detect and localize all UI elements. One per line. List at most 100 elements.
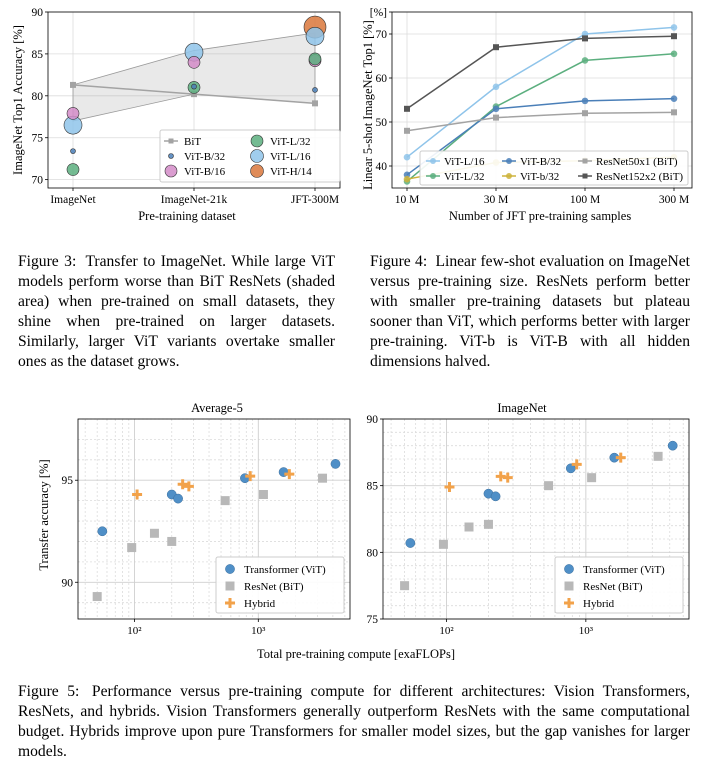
fig4-series-vit-b-32-line: [406, 97, 675, 176]
fig5a-transformer-vit-point: [97, 526, 108, 537]
fig5b-ytick-label: 90: [367, 414, 379, 426]
figure-3-caption-label: Figure 3:: [18, 253, 77, 270]
figure-3-caption-text: Transfer to ImageNet. While large ViT mo…: [18, 253, 335, 370]
fig4-legend-box: [419, 150, 689, 186]
fig5b-legend-hybrid-label: Hybrid: [583, 598, 615, 610]
fig3-legend-box: [159, 129, 341, 183]
fig4-series-resnet152x2-bit-point: [671, 33, 677, 40]
fig3-bit-point: [312, 100, 318, 107]
fig4-xlabel: Number of JFT pre-training samples: [449, 209, 632, 223]
fig5a-resnet-bit-point: [92, 592, 102, 602]
fig5a-hybrid-point: [183, 481, 194, 492]
fig4-series-vit-b-32-point: [403, 175, 411, 183]
fig3-ytick-label: 70: [32, 175, 44, 187]
fig5b-hybrid-point: [502, 472, 513, 483]
fig4-legend-vit-l-32-label: ViT-L/32: [444, 171, 485, 183]
fig4-legend-vit-b-32-marker: [506, 173, 512, 179]
fig5a-transformer-vit-point: [330, 459, 341, 469]
fig5a-legend-hybrid-marker: [225, 598, 235, 608]
fig3-legend-bit-label: BiT: [184, 136, 201, 148]
fig5b-ytick-label: 75: [367, 614, 379, 626]
fig5b-legend-resnet-bit-label: ResNet (BiT): [583, 581, 643, 593]
fig5a-resnet-bit-point: [258, 490, 268, 500]
figure-4-caption-label: Figure 4:: [370, 253, 428, 270]
fig5a-resnet-bit-point: [127, 543, 137, 553]
fig3-legend-vit-l-32-label: ViT-L/32: [270, 136, 311, 148]
fig4-ylabel: Linear 5-shot ImageNet Top1 [%]: [361, 20, 375, 190]
fig5a-plot-frame: [77, 418, 351, 620]
fig4-series-resnet50x1-bit-point: [404, 127, 410, 134]
fig5a-hybrid-point: [245, 471, 256, 482]
fig4-series-vit-l-32-line: [406, 53, 675, 182]
figure-5-caption-text: Performance versus pre-training compute …: [18, 683, 690, 760]
fig4-plot-frame: [391, 11, 693, 189]
fig4-series-resnet50x1-bit-point: [493, 114, 499, 121]
fig3-xlabel: Pre-training dataset: [138, 209, 236, 223]
fig3-legend-vit-b-32-marker: [168, 153, 174, 159]
fig4-series-resnet152x2-bit-point: [404, 105, 410, 112]
fig3-legend-bit-marker: [168, 138, 174, 144]
fig4-ytick-label: 40: [376, 161, 388, 173]
fig3-legend-vit-b-16-label: ViT-B/16: [184, 166, 226, 178]
fig5b-legend-transformer-vit-marker: [564, 564, 574, 574]
fig5b-title: ImageNet: [497, 401, 547, 415]
fig4-legend-vit-b-32-label: ViT-B/32: [520, 156, 561, 168]
fig5a-legend-resnet-bit-marker: [225, 581, 235, 591]
fig4-legend-vit-l-16-marker: [430, 158, 436, 164]
fig5a-legend-hybrid-label: Hybrid: [244, 598, 276, 610]
fig4-series-vit-l-32-point: [670, 50, 678, 58]
fig3-ytick-label: 90: [32, 7, 44, 19]
fig4-series-vit-b-32-point: [581, 97, 589, 105]
fig4-legend-resnet152x2-bit-label: ResNet152x2 (BiT): [596, 171, 683, 183]
fig4-series-vit-l-16-point: [403, 153, 411, 161]
fig4-legend-vit-l-32-marker: [430, 173, 436, 179]
fig5a-title: Average-5: [191, 401, 243, 415]
fig5b-legend-box: [554, 556, 684, 614]
fig3-xtick-label: JFT-300M: [291, 194, 339, 206]
fig3-ytick-label: 75: [32, 133, 44, 145]
fig5a-ytick-label: 95: [62, 475, 74, 487]
fig5b-xtick-label: 10³: [579, 625, 594, 637]
fig3-legend-vit-l-16-label: ViT-L/16: [270, 151, 311, 163]
fig5b-ytick-label: 85: [367, 481, 379, 493]
fig3-vit-b-32-point: [312, 87, 318, 93]
fig4-xtick-label: 10 M: [395, 194, 420, 206]
fig5b-legend-transformer-vit-label: Transformer (ViT): [583, 564, 665, 576]
figure-4-caption-text: Linear few-shot evaluation on ImageNet v…: [370, 253, 690, 370]
figure-5-caption: Figure 5: Performance versus pre-trainin…: [18, 682, 690, 762]
fig3-bit-point: [70, 81, 76, 88]
fig4-ytick-label: 50: [376, 117, 388, 129]
fig5a-legend-resnet-bit-label: ResNet (BiT): [244, 581, 304, 593]
fig3-vit-b-16-point: [66, 107, 80, 120]
fig4-xtick-label: 30 M: [484, 194, 509, 206]
fig3-vit-b-32-point: [70, 148, 76, 154]
fig4-series-resnet152x2-bit-point: [582, 35, 588, 42]
fig5b-transformer-vit-point: [667, 440, 678, 451]
fig5a-resnet-bit-point: [318, 473, 328, 483]
fig5b-resnet-bit-point: [438, 539, 448, 549]
fig4-series-resnet50x1-bit-point: [582, 110, 588, 117]
figure-3-caption: Figure 3: Transfer to ImageNet. While la…: [18, 252, 335, 372]
fig4-xtick-label: 300 M: [659, 194, 689, 206]
fig3-xtick-label: ImageNet: [50, 194, 96, 206]
fig5b-plot-frame: [382, 418, 690, 620]
fig3-legend-vit-b-32-label: ViT-B/32: [184, 151, 225, 163]
fig5b-resnet-bit-point: [544, 481, 554, 491]
fig4-legend-resnet50x1-bit-label: ResNet50x1 (BiT): [596, 156, 678, 168]
fig3-legend-vit-h-14-marker: [250, 164, 264, 178]
fig4-series-vit-l-16-line: [406, 26, 675, 158]
fig4-ytick-label: 60: [376, 73, 388, 85]
fig5a-resnet-bit-point: [220, 496, 230, 506]
fig5a-xtick-label: 10³: [251, 625, 266, 637]
figure-5-chart: Average-5 ImageNet Transfer accuracy [%]…: [37, 401, 690, 661]
fig5a-hybrid-point: [284, 469, 295, 480]
fig3-vit-b-32-point: [191, 83, 197, 90]
fig4-series-vit-l-16-point: [492, 83, 500, 91]
fig5a-legend-transformer-vit-label: Transformer (ViT): [244, 564, 326, 576]
fig5b-legend-hybrid-marker: [564, 598, 574, 608]
fig4-ytick-label: 70: [376, 29, 388, 41]
fig4-legend-vit-l-16-label: ViT-L/16: [444, 156, 485, 168]
fig3-vit-b-16-point: [187, 55, 201, 69]
fig3-ylabel: ImageNet Top1 Accuracy [%]: [11, 25, 25, 175]
figure-4-chart: Linear 5-shot ImageNet Top1 [%] Number o…: [361, 7, 693, 223]
